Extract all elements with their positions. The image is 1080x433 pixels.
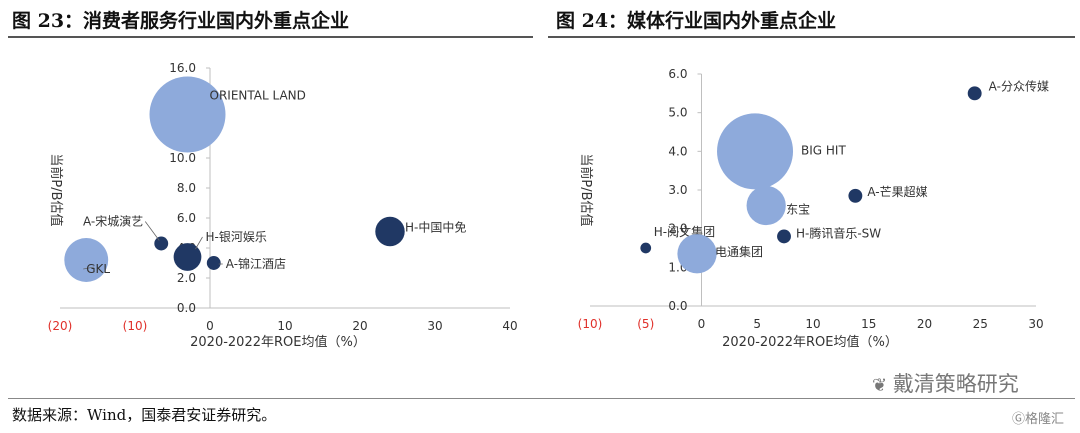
figure-title-left: 图 23：消费者服务行业国内外重点企业 [12, 10, 350, 32]
x-tick-label: 25 [973, 317, 988, 331]
y-tick-label: 16.0 [169, 61, 196, 75]
point-label: H-银河娱乐 [206, 230, 267, 244]
point-label: A-锦江酒店 [226, 257, 286, 271]
y-tick-label: 5.0 [668, 106, 687, 120]
x-tick-label: (10) [578, 317, 603, 331]
x-tick-label: (10) [123, 319, 148, 333]
x-tick-label: 5 [753, 317, 761, 331]
x-tick-label: 0 [698, 317, 706, 331]
title-rule-left [8, 36, 533, 38]
point-label: BIG HIT [801, 143, 846, 157]
watermark: ❦ 戴清策略研究 [872, 368, 1019, 398]
bubble-point [746, 185, 786, 226]
x-axis-label: 2020-2022年ROE均值（%） [190, 334, 366, 350]
figure-title-right: 图 24：媒体行业国内外重点企业 [556, 10, 837, 32]
x-tick-label: 30 [1028, 317, 1043, 331]
label-leader-line [144, 221, 160, 241]
y-tick-label: 2.0 [177, 271, 196, 285]
watermark-text: 戴清策略研究 [892, 372, 1019, 396]
point-label: 电通集团 [715, 244, 763, 259]
bubble-point [848, 188, 863, 203]
x-tick-label: 15 [861, 317, 876, 331]
point-label: 东宝 [786, 202, 810, 216]
x-tick-label: 30 [427, 319, 442, 333]
y-tick-label: 10.0 [169, 151, 196, 165]
x-tick-label: 10 [277, 319, 292, 333]
brand-text: 格隆汇 [1025, 412, 1065, 427]
chart-consumer-services: 0.02.04.06.08.010.012.014.016.0(20)(10)0… [48, 61, 518, 350]
y-tick-label: 0.0 [668, 299, 687, 313]
x-tick-label: 20 [917, 317, 932, 331]
bubble-point [777, 229, 791, 244]
source-rule [8, 398, 1075, 399]
y-tick-label: 3.0 [668, 183, 687, 197]
bubble-point [640, 242, 652, 254]
bubble-point [173, 243, 202, 271]
label-leader-line [83, 266, 95, 270]
y-tick-label: 8.0 [177, 181, 196, 195]
bubble-point [717, 113, 794, 190]
bubble-point [375, 216, 405, 247]
title-rule-right [548, 36, 1075, 38]
bubble-point [149, 76, 226, 153]
bubble-point [677, 234, 717, 274]
label-leader-line [195, 236, 203, 250]
x-tick-label: (20) [48, 319, 73, 333]
x-tick-label: 0 [206, 319, 214, 333]
brand-icon: Ⓖ [1012, 412, 1026, 427]
y-tick-label: 2.0 [668, 222, 687, 236]
y-tick-label: 4.0 [668, 144, 687, 158]
point-label: H-腾讯音乐-SW [796, 225, 881, 240]
x-axis-label: 2020-2022年ROE均值（%） [722, 334, 898, 350]
y-axis-label: 当前P/B估值 [578, 153, 594, 226]
bubble-point [967, 86, 982, 101]
y-tick-label: 6.0 [668, 67, 687, 81]
point-label: GKL [86, 262, 110, 276]
point-label: A-芒果超媒 [867, 184, 927, 199]
point-label: ORIENTAL LAND [210, 89, 306, 103]
x-tick-label: 20 [352, 319, 367, 333]
bubble-point [206, 256, 221, 270]
x-tick-label: 10 [805, 317, 820, 331]
source-note: 数据来源：Wind，国泰君安证券研究。 [12, 406, 277, 424]
y-tick-label: 0.0 [177, 301, 196, 315]
chart-media: 0.01.02.03.04.05.06.0(10) (5) 0 5 10 15 20 25 30… [578, 67, 1049, 350]
bubble-point [64, 238, 109, 282]
point-label: A-宋城演艺 [83, 214, 143, 229]
wechat-icon: ❦ [872, 375, 893, 396]
brand-logo: Ⓖ格隆汇 [1012, 408, 1064, 427]
point-label: H-中国中免 [405, 220, 466, 235]
x-tick-label: 40 [502, 319, 517, 333]
y-tick-label: 6.0 [177, 211, 196, 225]
y-axis-label: 当前P/B估值 [48, 153, 64, 226]
bubble-point [154, 236, 169, 251]
x-tick-label: (5) [637, 317, 654, 331]
point-label: A-分众传媒 [989, 78, 1049, 93]
